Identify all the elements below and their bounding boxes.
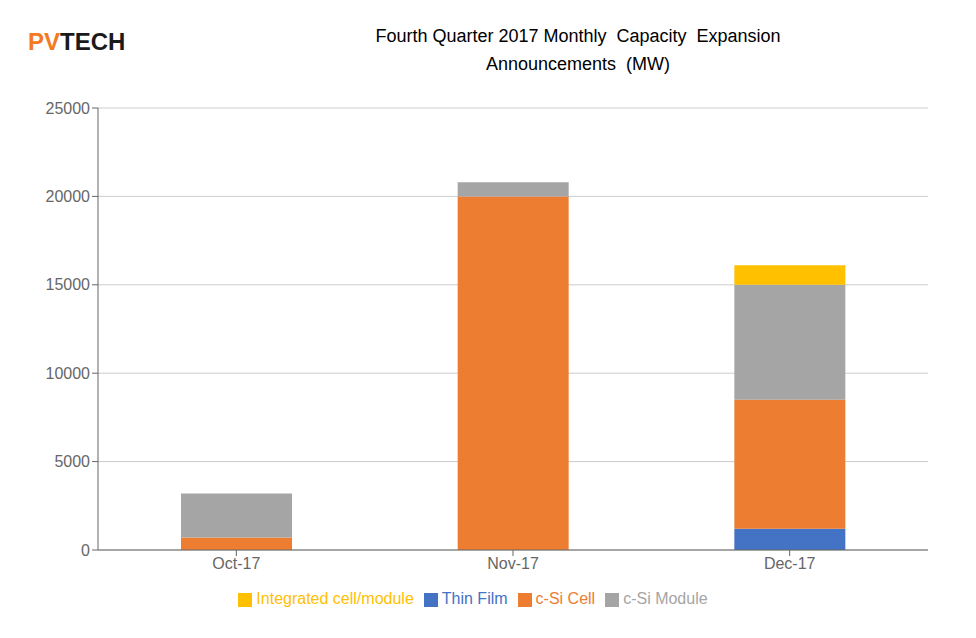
svg-text:10000: 10000 [46, 365, 91, 382]
html-text:c-Si Module: c-Si Module [623, 590, 708, 607]
html-text:PV TECH: PV TECH [28, 28, 126, 55]
svg-text:Nov-17: Nov-17 [487, 555, 539, 572]
html-text:Integrated cell/module: Integrated cell/module [256, 590, 414, 607]
svg-text:Oct-17: Oct-17 [212, 555, 260, 572]
svg-text:0: 0 [81, 542, 90, 559]
html-text:c-Si Cell: c-Si Cell [535, 590, 596, 607]
svg-text:15000: 15000 [46, 276, 91, 293]
svg-text:25000: 25000 [46, 100, 91, 117]
html-text:Thin Film: Thin Film [441, 590, 508, 607]
html-text:Announcements (MW): Announcements (MW) [486, 54, 670, 74]
svg-text:20000: 20000 [46, 188, 91, 205]
html-text:Fourth Quarter 2017 Monthly Ca: Fourth Quarter 2017 Monthly Capacity Exp… [375, 26, 781, 46]
svg-text:5000: 5000 [54, 453, 90, 470]
svg-text:Dec-17: Dec-17 [764, 555, 816, 572]
